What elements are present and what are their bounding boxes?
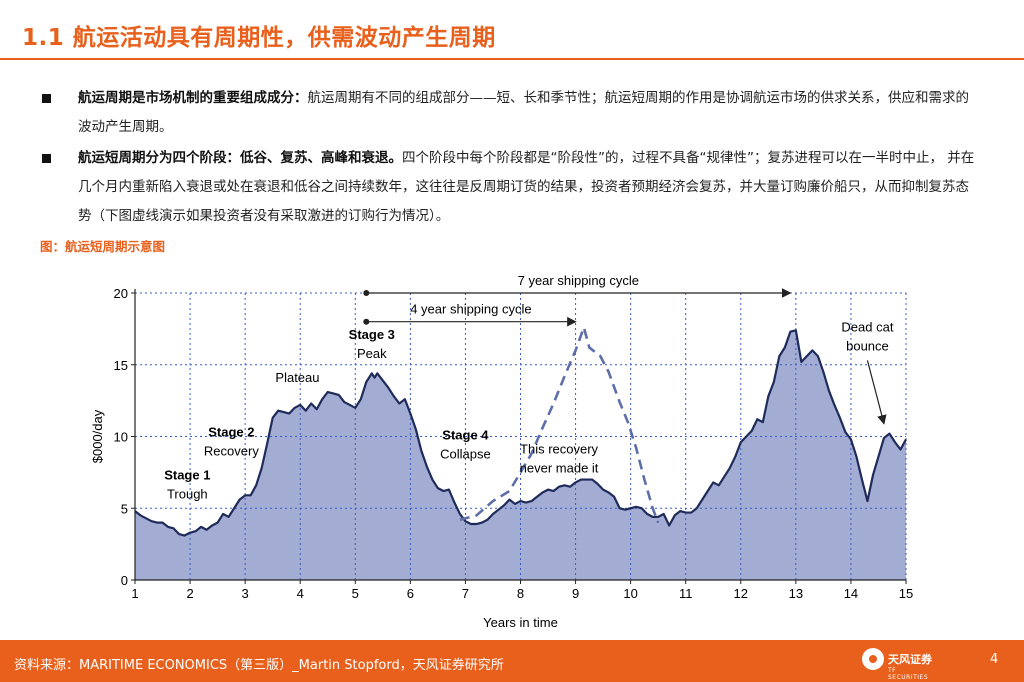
stage-3-label-sub: Peak xyxy=(357,346,387,361)
y-tick-label: 10 xyxy=(114,430,128,445)
stage-1-label: Stage 1 xyxy=(164,468,210,483)
cycle-arrow-7yr-start-dot xyxy=(363,290,370,296)
y-tick-label: 5 xyxy=(121,501,128,516)
stage-2-label-sub: Recovery xyxy=(204,444,259,459)
cycle-label-7yr: 7 year shipping cycle xyxy=(518,273,639,288)
x-axis-label: Years in time xyxy=(483,615,558,630)
x-tick-label: 6 xyxy=(407,586,414,601)
x-tick-label: 9 xyxy=(572,586,579,601)
x-tick-label: 15 xyxy=(899,586,913,601)
cycle-label-4yr: 4 year shipping cycle xyxy=(410,302,531,317)
bullet-square-icon xyxy=(42,154,51,163)
y-tick-label: 20 xyxy=(114,286,128,301)
stage-3-label: Stage 3 xyxy=(349,327,395,342)
bullet-item: 航运短周期分为四个阶段：低谷、复苏、高峰和衰退。四个阶段中每个阶段都是“阶段性”… xyxy=(42,144,977,231)
y-tick-label: 15 xyxy=(114,358,128,373)
x-tick-label: 10 xyxy=(623,586,637,601)
x-tick-label: 14 xyxy=(844,586,858,601)
x-tick-label: 1 xyxy=(131,586,138,601)
x-tick-label: 11 xyxy=(679,586,693,601)
title-divider xyxy=(0,58,1024,60)
x-tick-label: 3 xyxy=(242,586,249,601)
dead-cat-label: Dead cat xyxy=(841,320,893,335)
stage-4-label-sub: Collapse xyxy=(440,446,491,461)
dead-cat-pointer xyxy=(866,360,887,425)
plateau-label: Plateau xyxy=(275,370,319,385)
series-line xyxy=(134,329,907,537)
x-tick-label: 7 xyxy=(462,586,469,601)
footer-bar: 资料来源：MARITIME ECONOMICS（第三版）_Martin Stop… xyxy=(0,640,1024,682)
y-tick-label: 0 xyxy=(121,573,128,588)
x-tick-label: 2 xyxy=(186,586,193,601)
x-tick-label: 12 xyxy=(734,586,748,601)
stage-4-label: Stage 4 xyxy=(442,427,489,442)
stage-1-label-sub: Trough xyxy=(167,487,208,502)
logo-flower-icon xyxy=(862,648,884,670)
bullet-heading: 航运短周期分为四个阶段：低谷、复苏、高峰和衰退。 xyxy=(78,150,402,166)
bullet-text: 航运周期有不同的组成部分——短、长和季节性；航运短周期的作用是协调航运市场的供求… xyxy=(78,90,969,135)
page-number: 4 xyxy=(990,652,999,667)
figure-caption: 图：航运短周期示意图 xyxy=(40,239,166,254)
logo-name: 天风证券 xyxy=(888,653,932,666)
bullet-square-icon xyxy=(42,94,51,103)
page-title: 1.1 航运活动具有周期性，供需波动产生周期 xyxy=(22,25,496,51)
x-tick-label: 8 xyxy=(517,586,524,601)
bullet-item: 航运周期是市场机制的重要组成成分：航运周期有不同的组成部分——短、长和季节性；航… xyxy=(42,84,977,142)
y-axis-label: $000/day xyxy=(90,409,105,463)
x-tick-label: 4 xyxy=(297,586,304,601)
recovery-note-label-sub: never made it xyxy=(520,461,599,476)
logo-subtitle: TF SECURITIES xyxy=(888,667,929,681)
bullet-heading: 航运周期是市场机制的重要组成成分： xyxy=(78,90,308,106)
x-tick-label: 13 xyxy=(789,586,803,601)
x-tick-label: 5 xyxy=(352,586,359,601)
dashed-series-line xyxy=(459,323,660,524)
stage-2-label: Stage 2 xyxy=(208,425,254,440)
recovery-note-label: This recovery xyxy=(520,442,599,457)
company-logo: 天风证券 TF SECURITIES xyxy=(862,648,932,681)
dead-cat-label-sub: bounce xyxy=(846,339,889,354)
cycle-arrow-4yr-start-dot xyxy=(363,318,370,325)
bullet-text: 四个阶段中每个阶段都是“阶段性”的，过程不具备“规律性”；复苏进程可以在一半时中… xyxy=(78,150,975,224)
source-note: 资料来源：MARITIME ECONOMICS（第三版）_Martin Stop… xyxy=(14,658,504,673)
